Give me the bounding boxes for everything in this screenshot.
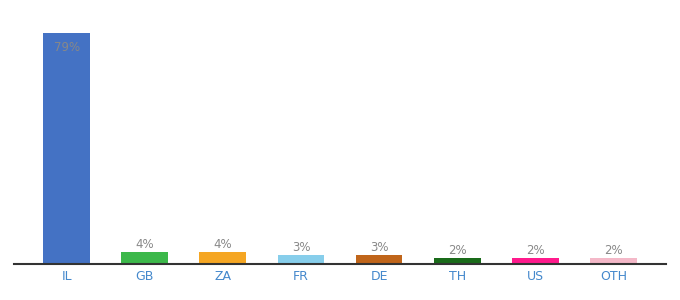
Bar	[434, 258, 481, 264]
Bar	[44, 33, 90, 264]
Text: 2%: 2%	[448, 244, 466, 257]
Bar	[590, 258, 636, 264]
Bar	[121, 252, 168, 264]
Bar	[356, 255, 403, 264]
Bar	[512, 258, 559, 264]
Bar	[277, 255, 324, 264]
Text: 3%: 3%	[292, 241, 310, 254]
Text: 4%: 4%	[214, 238, 232, 251]
Text: 4%: 4%	[135, 238, 154, 251]
Text: 2%: 2%	[604, 244, 623, 257]
Text: 3%: 3%	[370, 241, 388, 254]
Text: 2%: 2%	[526, 244, 545, 257]
Bar	[199, 252, 246, 264]
Text: 79%: 79%	[54, 41, 80, 54]
